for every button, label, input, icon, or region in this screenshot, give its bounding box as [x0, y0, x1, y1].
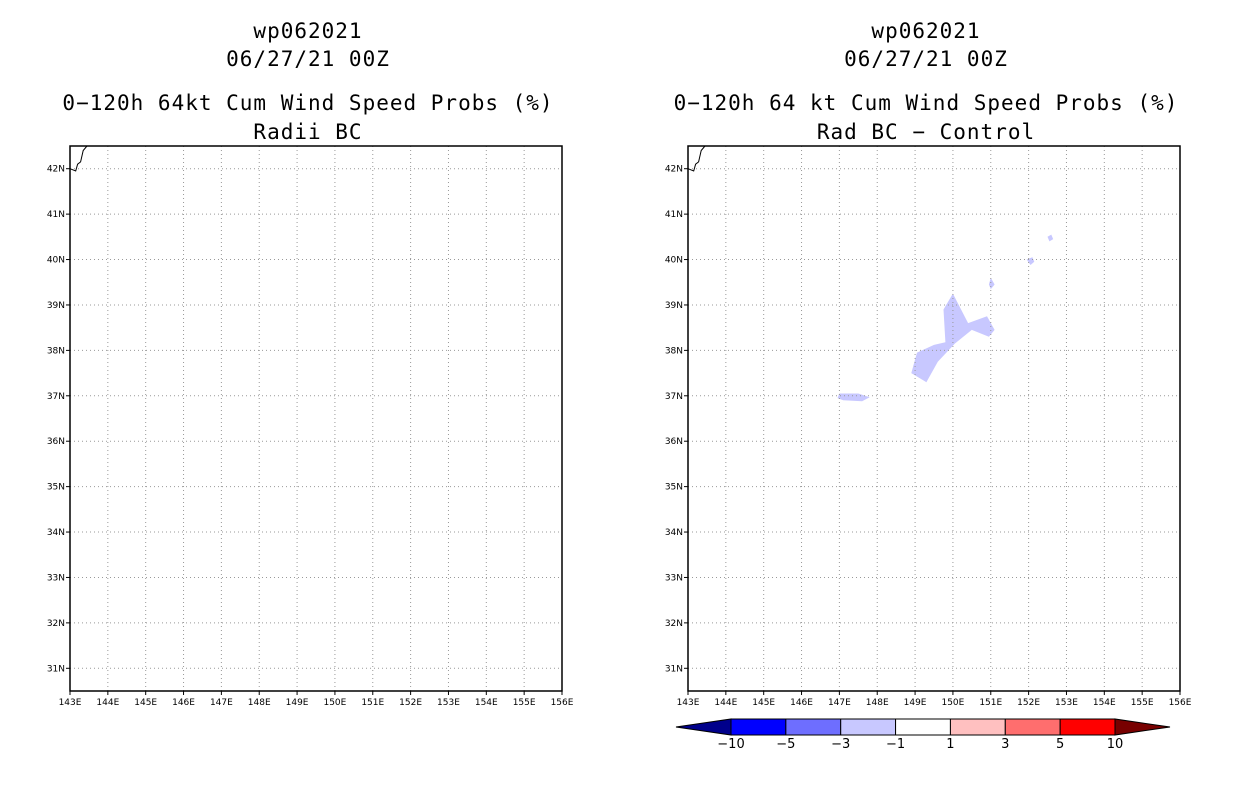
colorbar-label: 1 — [946, 737, 954, 752]
lat-label-34N: 34N — [47, 528, 65, 538]
lat-label-39N: 39N — [665, 301, 683, 311]
lon-label-144E: 144E — [714, 698, 737, 708]
lat-label-38N: 38N — [665, 346, 683, 356]
left-title-line-4: Radii BC — [253, 120, 363, 144]
map-frame — [69, 145, 563, 692]
lon-label-144E: 144E — [96, 698, 119, 708]
lon-label-156E: 156E — [551, 698, 574, 708]
lon-label-146E: 146E — [172, 698, 195, 708]
lon-label-148E: 148E — [866, 698, 889, 708]
lon-label-147E: 147E — [210, 698, 233, 708]
lat-label-39N: 39N — [47, 301, 65, 311]
colorbar-label: −3 — [831, 737, 850, 752]
map-frame — [687, 145, 1181, 692]
right-title-line-3: 0−120h 64 kt Cum Wind Speed Probs (%) — [673, 91, 1179, 115]
lat-label-42N: 42N — [47, 165, 65, 175]
colorbar-box — [1059, 718, 1116, 736]
colorbar-box — [785, 718, 842, 736]
colorbar-box — [895, 718, 951, 736]
lat-label-31N: 31N — [47, 664, 65, 674]
lon-label-152E: 152E — [1017, 698, 1040, 708]
lat-label-40N: 40N — [47, 256, 65, 266]
colorbar-box — [730, 718, 787, 736]
colorbar-label: −5 — [776, 737, 795, 752]
probability-contour-1 — [837, 393, 870, 402]
colorbar-label: 3 — [1001, 737, 1009, 752]
lon-label-154E: 154E — [1093, 698, 1116, 708]
lat-label-36N: 36N — [47, 437, 65, 447]
lon-label-155E: 155E — [513, 698, 536, 708]
lon-label-151E: 151E — [361, 698, 384, 708]
lat-label-33N: 33N — [665, 573, 683, 583]
left-title-line-3: 0−120h 64kt Cum Wind Speed Probs (%) — [62, 91, 554, 115]
lon-label-152E: 152E — [399, 698, 422, 708]
lat-label-37N: 37N — [47, 392, 65, 402]
lat-label-41N: 41N — [665, 210, 683, 220]
right-title-line-2: 06/27/21 00Z — [844, 47, 1008, 71]
colorbar-box — [840, 718, 897, 736]
colorbar-label: 10 — [1107, 737, 1124, 752]
lat-label-37N: 37N — [665, 392, 683, 402]
left-map-panel: 143E 144E 145E 146E 147E 148E 149E 150E 151E 152E… — [47, 145, 574, 708]
lat-label-31N: 31N — [665, 664, 683, 674]
colorbar: −10 −5 −3 −1 1 3 5 10 — [675, 718, 1171, 752]
lon-label-155E: 155E — [1131, 698, 1154, 708]
lon-label-149E: 149E — [904, 698, 927, 708]
lon-label-146E: 146E — [790, 698, 813, 708]
colorbar-box — [1004, 718, 1061, 736]
lat-label-33N: 33N — [47, 573, 65, 583]
lon-label-150E: 150E — [941, 698, 964, 708]
lat-label-38N: 38N — [47, 346, 65, 356]
lon-label-151E: 151E — [979, 698, 1002, 708]
probability-contour-3 — [988, 277, 995, 290]
colorbar-lower-triangle — [675, 718, 732, 736]
lon-label-153E: 153E — [437, 698, 460, 708]
right-title-line-4: Rad BC − Control — [816, 120, 1036, 144]
lon-label-147E: 147E — [828, 698, 851, 708]
colorbar-upper-triangle — [1114, 718, 1171, 736]
lat-label-32N: 32N — [47, 619, 65, 629]
lon-label-143E: 143E — [677, 698, 700, 708]
lat-label-34N: 34N — [665, 528, 683, 538]
lon-label-153E: 153E — [1055, 698, 1078, 708]
colorbar-label: −10 — [717, 737, 744, 752]
colorbar-label: −1 — [886, 737, 905, 752]
lon-label-143E: 143E — [59, 698, 82, 708]
probability-contour-4 — [1026, 257, 1035, 265]
right-map-panel: 143E 144E 145E 146E 147E 148E 149E 150E 151E 152E… — [665, 145, 1192, 708]
lon-label-149E: 149E — [286, 698, 309, 708]
probability-contour-2 — [911, 293, 995, 383]
lon-label-145E: 145E — [752, 698, 775, 708]
lat-label-42N: 42N — [665, 165, 683, 175]
coastline — [687, 145, 706, 172]
left-title-line-1: wp062021 — [253, 19, 363, 43]
lon-label-148E: 148E — [248, 698, 271, 708]
lon-label-145E: 145E — [134, 698, 157, 708]
lat-label-32N: 32N — [665, 619, 683, 629]
lat-label-35N: 35N — [665, 483, 683, 493]
lon-label-156E: 156E — [1169, 698, 1192, 708]
lat-label-41N: 41N — [47, 210, 65, 220]
lat-label-36N: 36N — [665, 437, 683, 447]
left-title-line-2: 06/27/21 00Z — [226, 47, 390, 71]
lat-label-40N: 40N — [665, 256, 683, 266]
coastline — [69, 145, 88, 172]
colorbar-label: 5 — [1056, 737, 1064, 752]
lat-label-35N: 35N — [47, 483, 65, 493]
right-title-line-1: wp062021 — [871, 19, 981, 43]
probability-contour-5 — [1047, 234, 1054, 242]
lon-label-154E: 154E — [475, 698, 498, 708]
lon-label-150E: 150E — [323, 698, 346, 708]
colorbar-box — [949, 718, 1006, 736]
